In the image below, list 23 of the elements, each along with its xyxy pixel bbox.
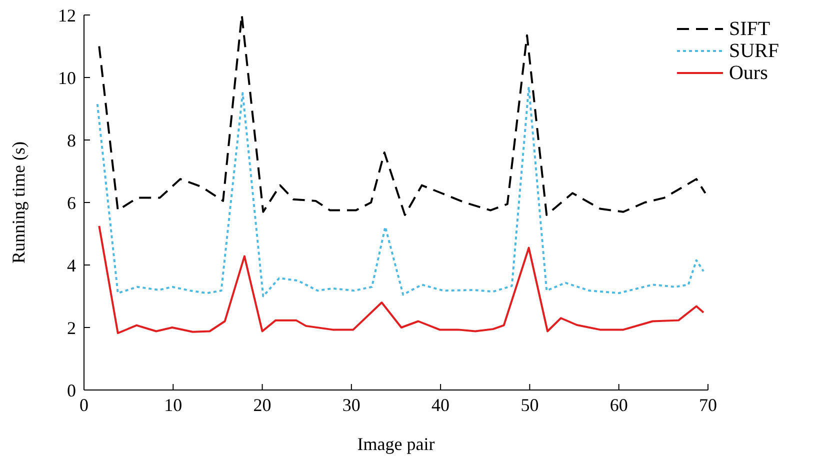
legend-label: SURF [728,40,779,62]
x-tick-label: 0 [80,394,88,415]
x-tick-label: 60 [610,394,628,415]
legend-label: Ours [728,62,768,84]
y-tick-label: 0 [67,380,76,400]
y-tick-label: 4 [67,255,76,276]
x-tick-label: 30 [342,394,360,415]
line-series [96,86,705,298]
legend-label: SIFT [728,18,770,40]
y-tick-label: 2 [67,318,76,338]
line-series [98,15,706,216]
x-tick-label: 40 [432,394,450,415]
x-tick-label: 20 [253,394,272,415]
y-tick-label: 8 [67,130,76,150]
x-axis-title: Image pair [357,434,435,454]
x-tick-label: 50 [520,394,539,415]
y-axis-title: Running time (s) [8,142,28,264]
y-tick-label: 10 [58,68,76,88]
line-series [98,224,705,334]
y-tick-label: 12 [58,5,76,26]
y-tick-label: 6 [67,192,76,213]
x-tick-label: 10 [164,394,182,415]
x-tick-label: 70 [698,394,717,415]
